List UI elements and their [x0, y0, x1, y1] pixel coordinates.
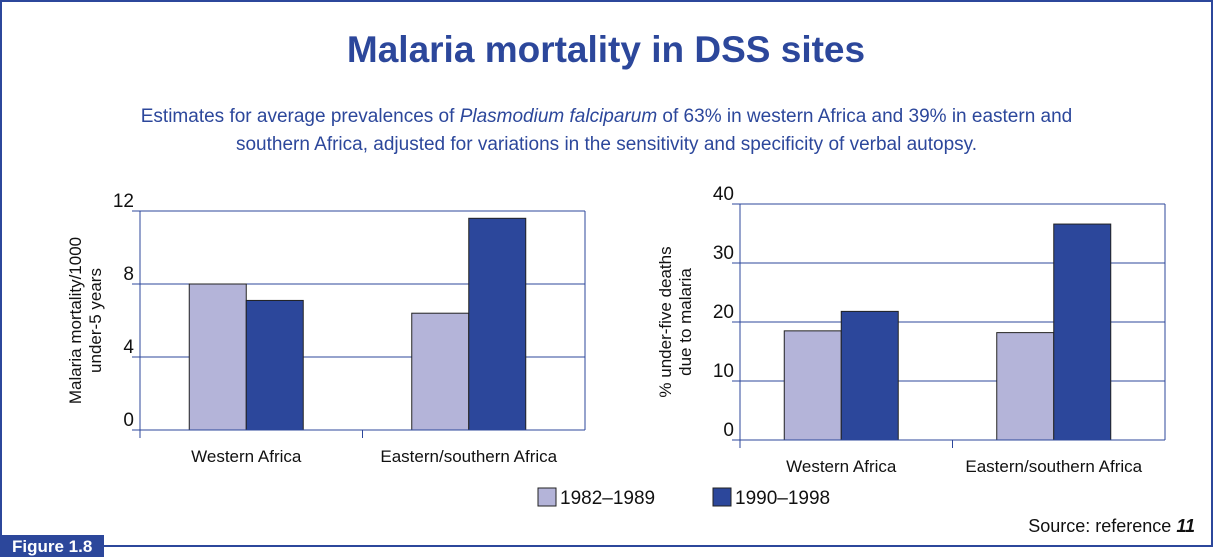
- y-tick-label: 12: [113, 191, 134, 212]
- x-tick-label: Western Africa: [786, 457, 897, 476]
- y-axis-label: Malaria mortality/1000under-5 years: [66, 237, 105, 404]
- y-axis-label-line: % under-five deaths: [656, 246, 675, 397]
- bar: [411, 312, 470, 431]
- subtitle-italic: Plasmodium falciparum: [459, 106, 658, 127]
- bar: [188, 283, 247, 431]
- bar: [468, 217, 527, 431]
- source-text: Source: reference: [1028, 516, 1171, 536]
- y-axis-label: % under-five deathsdue to malaria: [656, 246, 695, 397]
- subtitle-text: Estimates for average prevalences of: [140, 106, 460, 127]
- x-tick-label: Eastern/southern Africa: [380, 447, 557, 466]
- x-tick-label: Eastern/southern Africa: [965, 457, 1142, 476]
- y-axis-label-line: under-5 years: [86, 268, 105, 373]
- legend-label: 1990–1998: [735, 488, 830, 509]
- bar: [245, 299, 304, 431]
- legend-swatch: [712, 487, 732, 507]
- y-tick-label: 20: [713, 302, 734, 323]
- y-tick-label: 40: [713, 184, 734, 205]
- subtitle-text: of 63% in western Africa and 39% in east…: [235, 106, 1078, 155]
- x-tick-label: Western Africa: [191, 447, 302, 466]
- y-tick-label: 30: [713, 243, 734, 264]
- bar: [840, 310, 899, 441]
- bar: [783, 330, 842, 441]
- y-axis-label-line: Malaria mortality/1000: [66, 237, 85, 404]
- legend-label: 1982–1989: [560, 488, 655, 509]
- subtitle: Estimates for average prevalences of Pla…: [120, 103, 1093, 159]
- y-tick-label: 0: [123, 410, 134, 431]
- y-tick-label: 4: [123, 337, 134, 358]
- figure-label: Figure 1.8: [0, 535, 105, 557]
- y-tick-label: 0: [723, 420, 734, 441]
- y-tick-label: 8: [123, 264, 134, 285]
- bar: [996, 332, 1055, 441]
- title: Malaria mortality in DSS sites: [347, 29, 865, 70]
- y-axis-label-line: due to malaria: [676, 268, 695, 376]
- bar: [1053, 223, 1112, 441]
- legend-swatch: [537, 487, 557, 507]
- source-ref: 11: [1176, 516, 1195, 536]
- source: Source: reference 11: [1028, 516, 1195, 536]
- y-tick-label: 10: [713, 361, 734, 382]
